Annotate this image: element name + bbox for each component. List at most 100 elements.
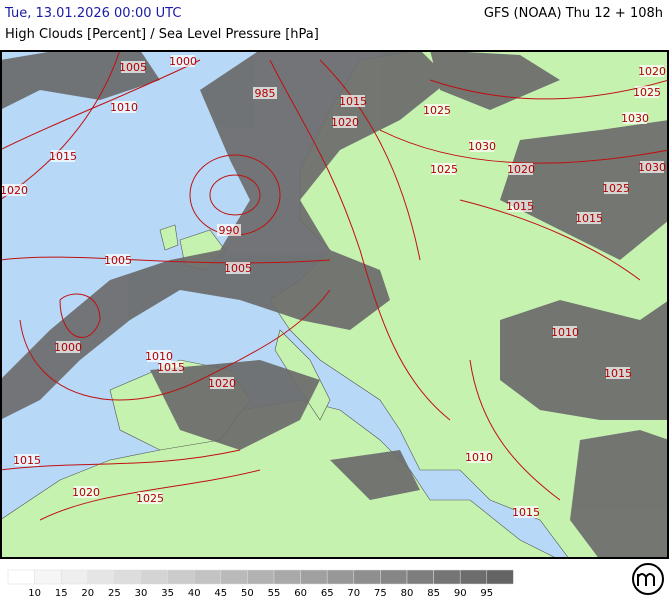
legend-tick-label: 60 (294, 588, 307, 599)
isobar-label-bg (51, 150, 75, 162)
isobar-label: 1015 (575, 212, 603, 225)
legend-swatch (193, 569, 222, 585)
isobar-label: 1015 (13, 454, 41, 467)
isobar-label-bg (2, 184, 26, 196)
isobar-label-bg (432, 163, 456, 175)
legend-swatch (140, 569, 168, 585)
isobar-label: 1025 (136, 492, 164, 505)
isobar-label-bg (467, 451, 491, 463)
legend-swatch (247, 569, 275, 585)
isobar-label-bg (217, 224, 241, 236)
isobar-label: 1030 (638, 161, 666, 174)
isobar-label-bg (604, 182, 628, 194)
isobar-label: 1030 (621, 112, 649, 125)
isobar-label: 1005 (104, 254, 132, 267)
isobar-label: 1000 (169, 55, 197, 68)
isobar-label-bg (623, 112, 647, 124)
timestamp: Tue, 13.01.2026 00:00 UTC (5, 6, 182, 21)
isobar-label: 1010 (551, 326, 579, 339)
legend-swatch (34, 569, 62, 585)
isobar-label-bg (508, 200, 532, 212)
legend-swatch (114, 569, 142, 585)
isobar-label: 1025 (430, 163, 458, 176)
isobar-label-bg (640, 161, 664, 173)
isobar-label-bg (640, 65, 664, 77)
isobar-label-bg (341, 95, 365, 107)
isobar-label-bg (171, 55, 195, 67)
isobar-label-bg (509, 163, 533, 175)
isobar-label: 1010 (145, 350, 173, 363)
legend-tick-label: 80 (401, 588, 414, 599)
subtitle: High Clouds [Percent] / Sea Level Pressu… (5, 27, 319, 42)
isobar-label: 1020 (507, 163, 535, 176)
legend-swatch (273, 569, 301, 585)
legend-swatch (486, 569, 514, 585)
legend-swatch (220, 569, 248, 585)
legend-tick-label: 65 (321, 588, 334, 599)
logo (632, 563, 664, 595)
isobar-label-bg (56, 341, 80, 353)
isobar-label: 990 (219, 224, 240, 237)
isobar-label-bg (138, 492, 162, 504)
isobar-label-bg (74, 486, 98, 498)
clouds (1, 51, 668, 558)
legend-swatch (459, 569, 488, 585)
isobar-label: 1015 (49, 150, 77, 163)
isobar-label-bg (425, 104, 449, 116)
model-run: GFS (NOAA) Thu 12 + 108h (483, 6, 663, 21)
isobar-label: 1020 (72, 486, 100, 499)
isobar-label-bg (226, 262, 250, 274)
isobar-label-bg (15, 454, 39, 466)
legend-tick-label: 20 (81, 588, 94, 599)
legend-swatch (433, 569, 461, 585)
legend-tick-label: 15 (55, 588, 68, 599)
legend-tick-label: 35 (161, 588, 174, 599)
isobar-label: 1015 (604, 367, 632, 380)
isobar-label: 1020 (0, 184, 28, 197)
legend-tick-label: 45 (214, 588, 227, 599)
isobar-label: 1005 (224, 262, 252, 275)
legend-tick-label: 75 (374, 588, 387, 599)
legend-swatch (353, 569, 381, 585)
isobar-label: 1020 (638, 65, 666, 78)
isobar-label: 1005 (119, 61, 147, 74)
isobar-label: 1010 (110, 101, 138, 114)
isobar-label-bg (635, 86, 659, 98)
isobar-label: 1020 (208, 377, 236, 390)
isobar-label: 1020 (331, 116, 359, 129)
map-frame (0, 50, 669, 559)
isobar-label: 1025 (633, 86, 661, 99)
legend-tick-label: 95 (480, 588, 493, 599)
isobar-label-bg (210, 377, 234, 389)
legend-swatch (87, 569, 115, 585)
isobar-label-bg (112, 101, 136, 113)
map-body: 1005 1000 1010 985 1015 1020 1025 1020 1025 1030 1… (0, 51, 668, 558)
isobar-label: 985 (255, 87, 276, 100)
isobar-label-bg (577, 212, 601, 224)
legend-swatch (300, 569, 328, 585)
legend-tick-label: 40 (188, 588, 201, 599)
legend-tick-label: 25 (108, 588, 121, 599)
legend-swatch (406, 569, 434, 585)
legend-swatch (326, 569, 355, 585)
isobar-label: 1015 (512, 506, 540, 519)
isobar-label: 1000 (54, 341, 82, 354)
isobar-label-bg (106, 254, 130, 266)
isobar-label-bg (253, 87, 277, 99)
isobar-label-bg (470, 140, 494, 152)
isobar-label: 1015 (506, 200, 534, 213)
isobar-label: 1025 (602, 182, 630, 195)
legend-swatch (60, 569, 89, 585)
legend-tick-label: 50 (241, 588, 254, 599)
isobar-label-bg (514, 506, 538, 518)
isobar-label: 1015 (157, 361, 185, 374)
legend-tick-label: 55 (268, 588, 281, 599)
legend-tick-label: 70 (347, 588, 360, 599)
isobar-label: 1010 (465, 451, 493, 464)
logo-mark (637, 573, 655, 586)
legend-tick-label: 10 (28, 588, 41, 599)
isobar-label-bg (159, 361, 183, 373)
legend-swatch (167, 569, 195, 585)
